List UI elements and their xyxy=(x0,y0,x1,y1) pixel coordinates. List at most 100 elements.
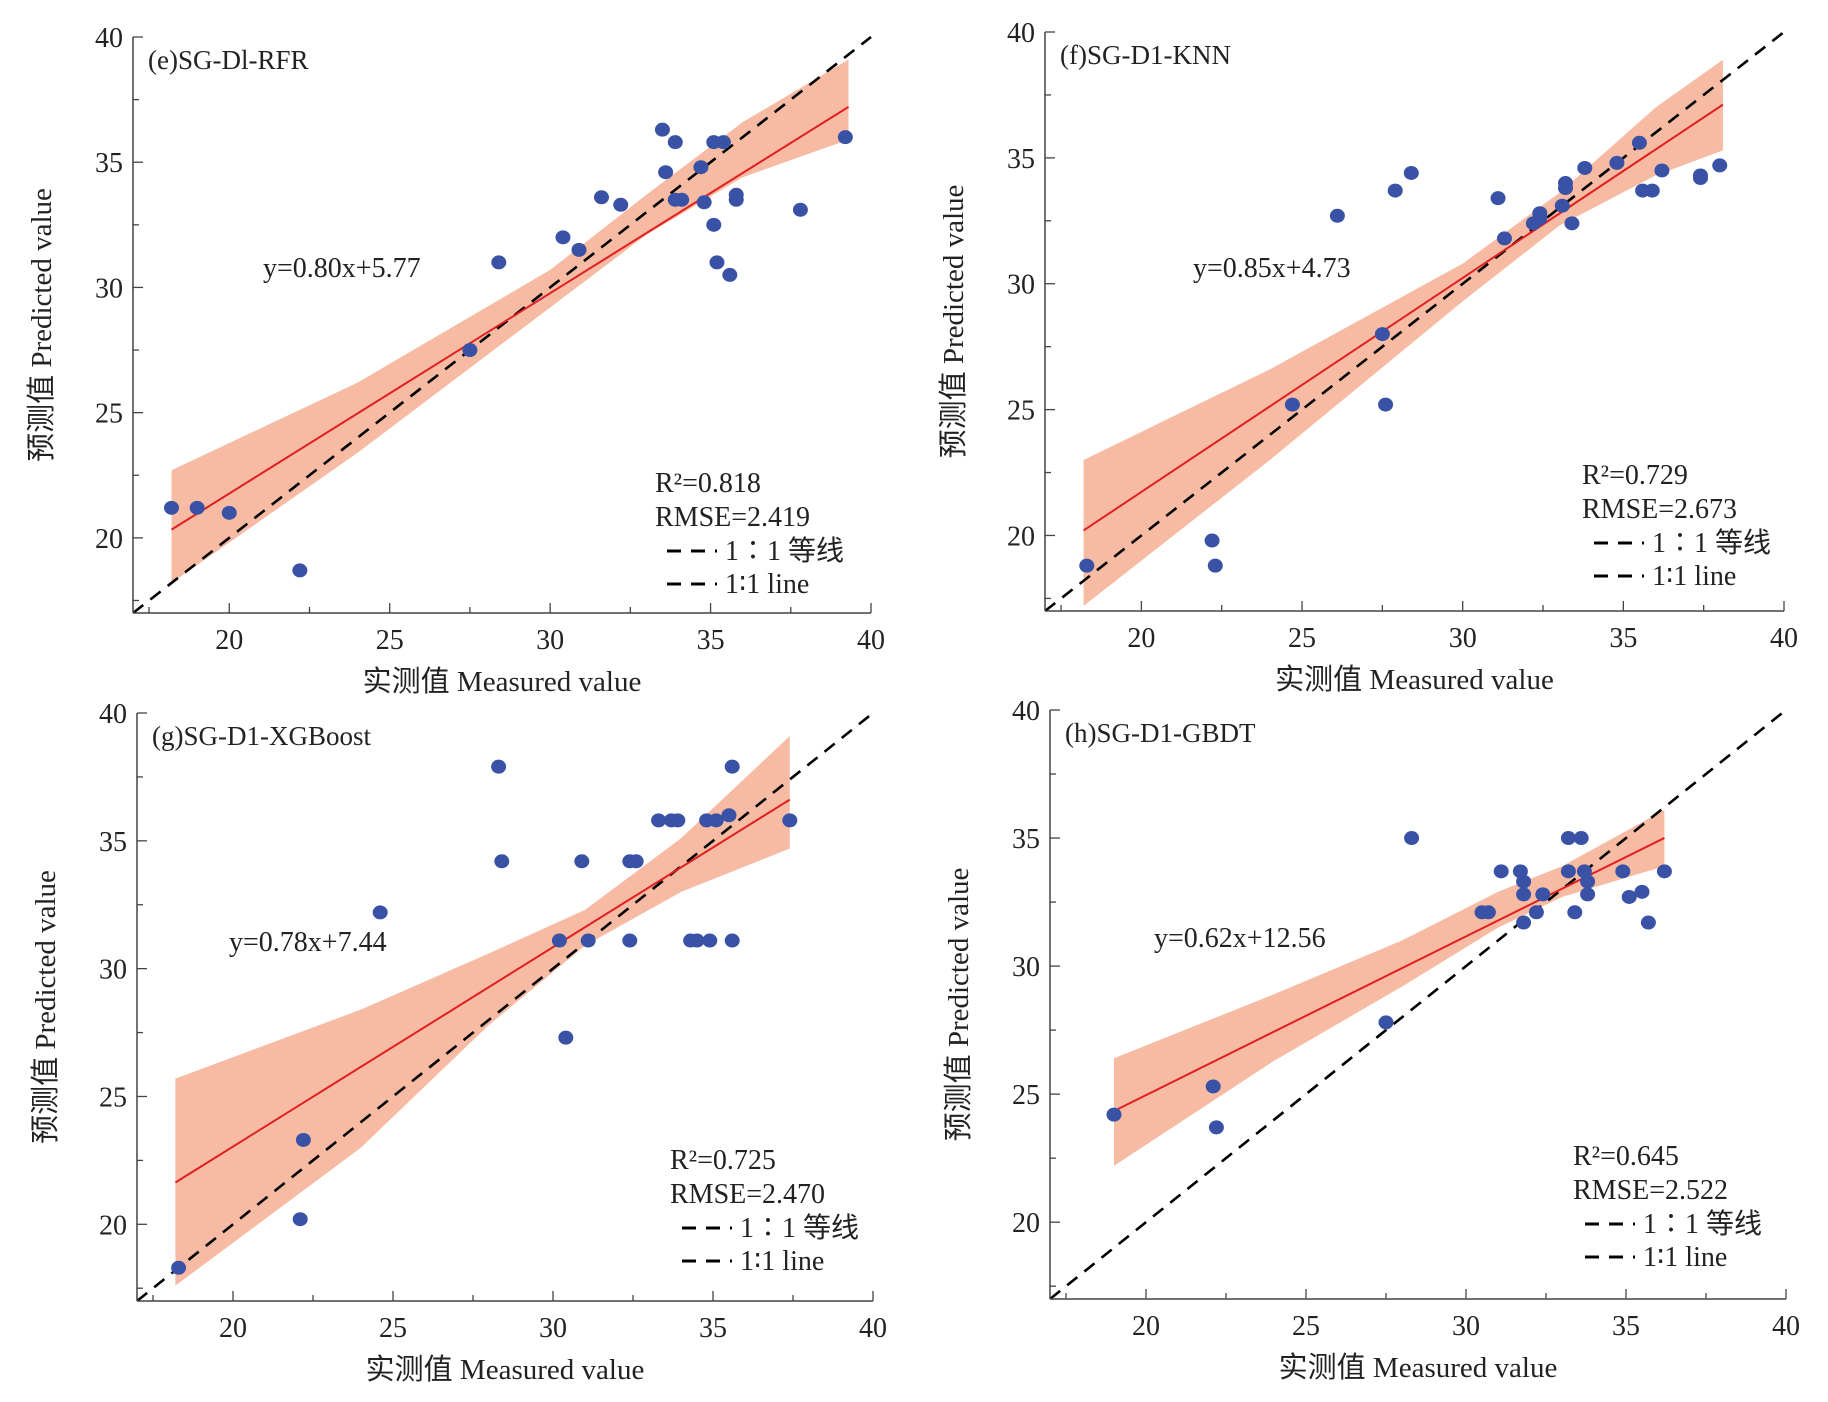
x-tick-label: 30 xyxy=(1452,1311,1480,1342)
data-point xyxy=(702,933,718,948)
data-point xyxy=(651,813,667,828)
data-point xyxy=(1615,864,1631,879)
data-point xyxy=(1712,158,1728,173)
data-point xyxy=(571,242,587,257)
data-point xyxy=(292,563,308,578)
regression-equation: y=0.80x+5.77 xyxy=(263,253,421,284)
data-point xyxy=(221,505,237,520)
data-point xyxy=(622,933,638,948)
y-tick-label: 30 xyxy=(99,955,127,986)
identity-line xyxy=(1050,708,1787,1299)
data-point xyxy=(1378,1015,1394,1030)
data-point xyxy=(1378,397,1394,412)
data-point xyxy=(1516,874,1532,889)
identity-line xyxy=(137,711,874,1301)
x-axis-title: 实测值 Measured value xyxy=(1279,1351,1558,1384)
rmse-label: RMSE=2.522 xyxy=(1573,1175,1728,1206)
data-point xyxy=(689,933,705,948)
data-point xyxy=(728,192,744,207)
scatter-chart-h: 20 25 30 35 40 20 25 30 35 40 实测值 Measured value 预测… xyxy=(942,696,1800,1384)
x-tick-label: 40 xyxy=(1772,1311,1800,1342)
data-point xyxy=(1580,874,1596,889)
data-point xyxy=(558,1030,574,1045)
confidence-band xyxy=(1114,809,1665,1166)
data-point xyxy=(1692,171,1708,186)
data-point xyxy=(1329,208,1345,223)
x-axis-title: 实测值 Measured value xyxy=(366,1353,645,1386)
data-point xyxy=(696,195,712,210)
identity-line xyxy=(133,35,872,613)
data-point xyxy=(1480,905,1496,920)
data-point xyxy=(667,135,683,150)
data-point xyxy=(1567,905,1583,920)
data-point xyxy=(555,230,571,245)
panel-label: (h)SG-D1-GBDT xyxy=(1065,718,1256,748)
x-tick-label: 40 xyxy=(1770,623,1798,654)
y-tick-label: 25 xyxy=(1012,1080,1040,1111)
scatter-chart-g: 20 25 30 35 40 20 25 30 35 40 实测值 Measured value 预测… xyxy=(29,699,887,1386)
confidence-band xyxy=(1083,59,1723,606)
y-tick-label: 35 xyxy=(95,148,123,179)
y-tick-label: 25 xyxy=(99,1082,127,1113)
data-point xyxy=(593,190,609,205)
y-axis-title: 预测值 Predicted value xyxy=(29,870,62,1144)
panel-g: 20 25 30 35 40 20 25 30 35 40 实测值 Measured value 预测… xyxy=(0,698,914,1396)
data-point xyxy=(1558,181,1574,196)
x-tick-label: 35 xyxy=(1612,1311,1640,1342)
data-point xyxy=(782,813,798,828)
data-point xyxy=(171,1260,187,1275)
y-tick-label: 25 xyxy=(95,399,123,430)
x-tick-label: 20 xyxy=(215,625,243,656)
y-tick-label: 30 xyxy=(1012,952,1040,983)
data-point xyxy=(1404,831,1420,846)
y-tick-label: 35 xyxy=(1012,824,1040,855)
data-point xyxy=(372,905,388,920)
data-point xyxy=(658,165,674,180)
data-point xyxy=(1490,191,1506,206)
fit-line xyxy=(1113,837,1665,1112)
y-tick-label: 40 xyxy=(95,23,123,54)
data-point xyxy=(462,343,478,358)
x-tick-label: 20 xyxy=(219,1313,247,1344)
fit-line xyxy=(170,106,850,531)
regression-equation: y=0.78x+7.44 xyxy=(229,927,387,958)
data-point xyxy=(551,933,567,948)
y-axis-title: 预测值 Predicted value xyxy=(25,188,58,462)
fit-line xyxy=(174,798,791,1184)
data-point xyxy=(1079,558,1095,573)
x-tick-label: 20 xyxy=(1132,1311,1160,1342)
y-tick-label: 20 xyxy=(99,1210,127,1241)
data-point xyxy=(1528,905,1544,920)
data-point xyxy=(1403,165,1419,180)
legend-entry: 1∶1 等线 xyxy=(1652,527,1771,559)
data-point xyxy=(295,1132,311,1147)
data-point xyxy=(292,1212,308,1227)
panel-h: 20 25 30 35 40 20 25 30 35 40 实测值 Measured value 预测… xyxy=(914,696,1828,1396)
identity-line xyxy=(1045,30,1785,611)
data-point xyxy=(706,217,722,232)
x-tick-label: 30 xyxy=(536,625,564,656)
y-tick-label: 35 xyxy=(1007,144,1035,175)
x-tick-label: 35 xyxy=(1609,623,1637,654)
data-point xyxy=(1284,397,1300,412)
y-tick-label: 30 xyxy=(1007,270,1035,301)
legend-entry: 1∶1 line xyxy=(725,569,809,600)
y-tick-label: 40 xyxy=(1007,18,1035,49)
data-point xyxy=(1493,864,1509,879)
r2-label: R²=0.729 xyxy=(1582,460,1688,491)
data-point xyxy=(494,854,510,869)
data-point xyxy=(721,808,737,823)
data-point xyxy=(709,255,725,270)
data-point xyxy=(1387,183,1403,198)
data-point xyxy=(1516,887,1532,902)
r2-label: R²=0.725 xyxy=(670,1145,776,1176)
data-point xyxy=(1656,864,1672,879)
data-point xyxy=(715,135,731,150)
data-point xyxy=(613,197,629,212)
data-point xyxy=(1621,889,1637,904)
panel-label: (g)SG-D1-XGBoost xyxy=(152,721,371,751)
x-tick-label: 30 xyxy=(1449,623,1477,654)
data-point xyxy=(1609,155,1625,170)
data-point xyxy=(1640,915,1656,930)
data-point xyxy=(580,933,596,948)
